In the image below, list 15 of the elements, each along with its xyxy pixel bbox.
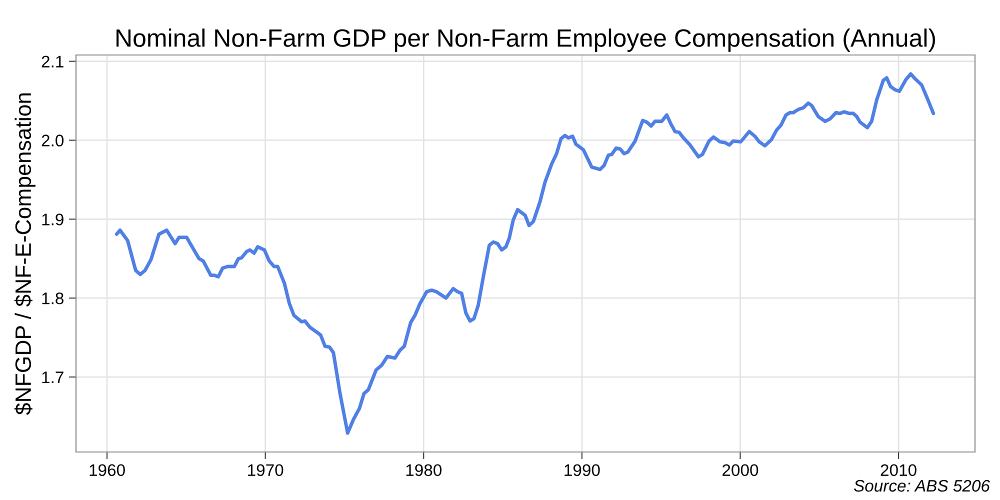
source-note: Source: ABS 5206: [854, 480, 990, 492]
line-series: [114, 72, 936, 435]
y-tick-label: 1.9: [42, 214, 64, 226]
x-tick-label: 1980: [406, 464, 442, 476]
y-tick-label: 1.7: [42, 372, 64, 384]
y-tick-label: 2.1: [42, 56, 64, 68]
x-tick-label: 1990: [564, 464, 600, 476]
chart-title: Nominal Non-Farm GDP per Non-Farm Employee Compensation (Annual): [116, 28, 936, 52]
x-tick-label: 1970: [248, 464, 284, 476]
y-axis-title: $NFGDP / $NF-E-Compensation: [14, 93, 36, 415]
y-tick-label: 2.0: [42, 134, 64, 146]
x-tick-label: 1960: [90, 464, 125, 476]
x-tick-label: 2010: [880, 464, 916, 476]
y-tick-label: 1.8: [42, 292, 64, 304]
x-tick-label: 2000: [722, 464, 758, 476]
